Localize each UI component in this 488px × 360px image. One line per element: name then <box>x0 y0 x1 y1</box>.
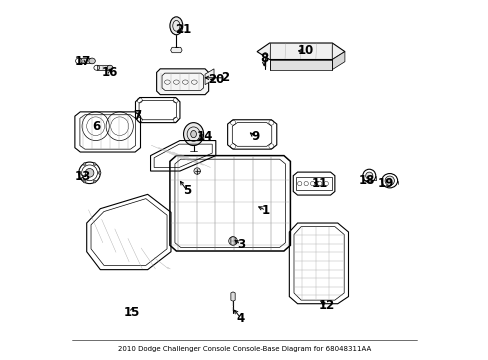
Polygon shape <box>332 51 344 69</box>
Polygon shape <box>230 292 235 301</box>
Polygon shape <box>156 69 208 95</box>
Text: 20: 20 <box>207 73 224 86</box>
Ellipse shape <box>93 180 96 183</box>
Polygon shape <box>230 237 235 245</box>
Text: 6: 6 <box>92 120 101 133</box>
Text: 11: 11 <box>311 177 327 190</box>
Text: 13: 13 <box>74 170 90 183</box>
Ellipse shape <box>384 176 394 185</box>
Ellipse shape <box>183 123 203 145</box>
Polygon shape <box>170 47 182 53</box>
Text: 12: 12 <box>318 299 334 312</box>
Ellipse shape <box>387 179 391 183</box>
Text: 14: 14 <box>197 130 213 144</box>
Bar <box>296 177 331 190</box>
Ellipse shape <box>107 65 113 70</box>
Ellipse shape <box>228 237 237 245</box>
Ellipse shape <box>89 58 95 64</box>
Ellipse shape <box>262 53 267 58</box>
Polygon shape <box>97 65 110 70</box>
Text: 1: 1 <box>262 204 269 217</box>
Text: 16: 16 <box>102 66 118 79</box>
Text: 9: 9 <box>251 130 259 144</box>
Text: 7: 7 <box>133 109 141 122</box>
Text: 2010 Dodge Challenger Console Console-Base Diagram for 68048311AA: 2010 Dodge Challenger Console Console-Ba… <box>118 346 370 352</box>
Ellipse shape <box>365 172 372 179</box>
Ellipse shape <box>190 131 196 138</box>
Ellipse shape <box>78 171 81 174</box>
Text: 18: 18 <box>358 174 374 186</box>
Ellipse shape <box>169 17 183 35</box>
Text: 10: 10 <box>297 44 313 57</box>
Text: 8: 8 <box>260 51 268 64</box>
Ellipse shape <box>98 171 101 174</box>
Text: 3: 3 <box>236 238 244 251</box>
Text: 19: 19 <box>377 177 393 190</box>
Text: 5: 5 <box>183 184 191 197</box>
Ellipse shape <box>83 163 86 166</box>
Ellipse shape <box>85 168 94 177</box>
Text: 4: 4 <box>236 311 244 325</box>
Text: 15: 15 <box>123 306 140 319</box>
Text: 2: 2 <box>220 71 228 84</box>
Polygon shape <box>269 59 332 69</box>
Polygon shape <box>204 69 214 85</box>
Polygon shape <box>79 58 92 63</box>
Ellipse shape <box>83 180 86 183</box>
Text: 17: 17 <box>75 55 91 68</box>
Polygon shape <box>257 43 344 59</box>
Ellipse shape <box>93 163 96 166</box>
Text: 21: 21 <box>175 23 191 36</box>
Ellipse shape <box>194 168 200 174</box>
